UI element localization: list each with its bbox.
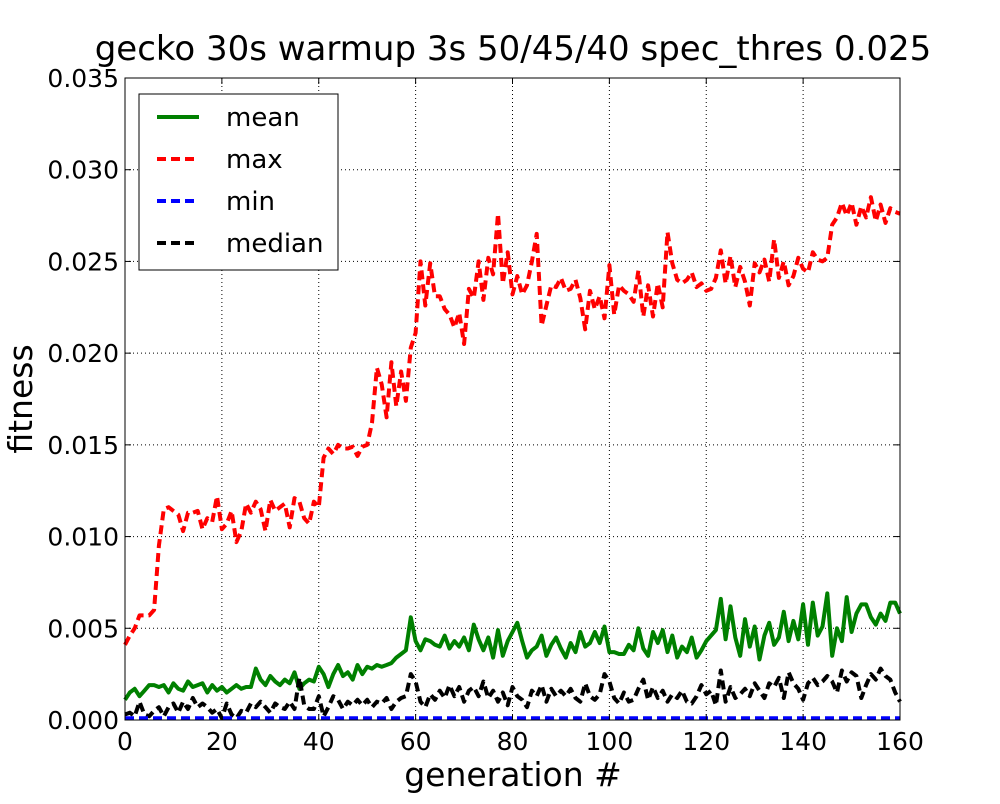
y-tick-label: 0.000 xyxy=(47,706,119,735)
y-axis-label: fitness xyxy=(1,344,40,453)
y-tick-label: 0.005 xyxy=(47,614,119,643)
x-tick-label: 80 xyxy=(497,727,529,756)
x-tick-label: 60 xyxy=(400,727,432,756)
chart-title: gecko 30s warmup 3s 50/45/40 spec_thres … xyxy=(95,29,932,69)
x-tick-label: 20 xyxy=(206,727,238,756)
y-tick-label: 0.035 xyxy=(47,64,119,93)
x-tick-label: 120 xyxy=(682,727,730,756)
x-axis-label: generation # xyxy=(404,755,622,794)
axis-ticks: 0 20 40 60 80 100 120 140 160 0.000 0.005 0.010 0.01… xyxy=(47,64,923,756)
y-tick-label: 0.010 xyxy=(47,523,119,552)
legend-label-min: min xyxy=(226,187,275,217)
series-line-mean xyxy=(123,591,902,701)
series-layer xyxy=(123,195,902,721)
x-tick-label: 140 xyxy=(779,727,827,756)
legend-box xyxy=(138,93,339,271)
legend: mean max min median xyxy=(138,93,339,271)
y-tick-label: 0.020 xyxy=(47,339,119,368)
series-line-max xyxy=(123,195,901,646)
y-tick-label: 0.030 xyxy=(47,156,119,185)
legend-label-max: max xyxy=(226,145,283,175)
x-tick-label: 40 xyxy=(303,727,335,756)
x-tick-label: 0 xyxy=(117,727,133,756)
x-tick-label: 160 xyxy=(876,727,924,756)
x-tick-label: 100 xyxy=(586,727,634,756)
legend-label-median: median xyxy=(226,229,323,259)
legend-label-mean: mean xyxy=(226,103,300,133)
y-tick-label: 0.025 xyxy=(47,247,119,276)
y-tick-label: 0.015 xyxy=(47,431,119,460)
series-line-median xyxy=(124,666,902,721)
